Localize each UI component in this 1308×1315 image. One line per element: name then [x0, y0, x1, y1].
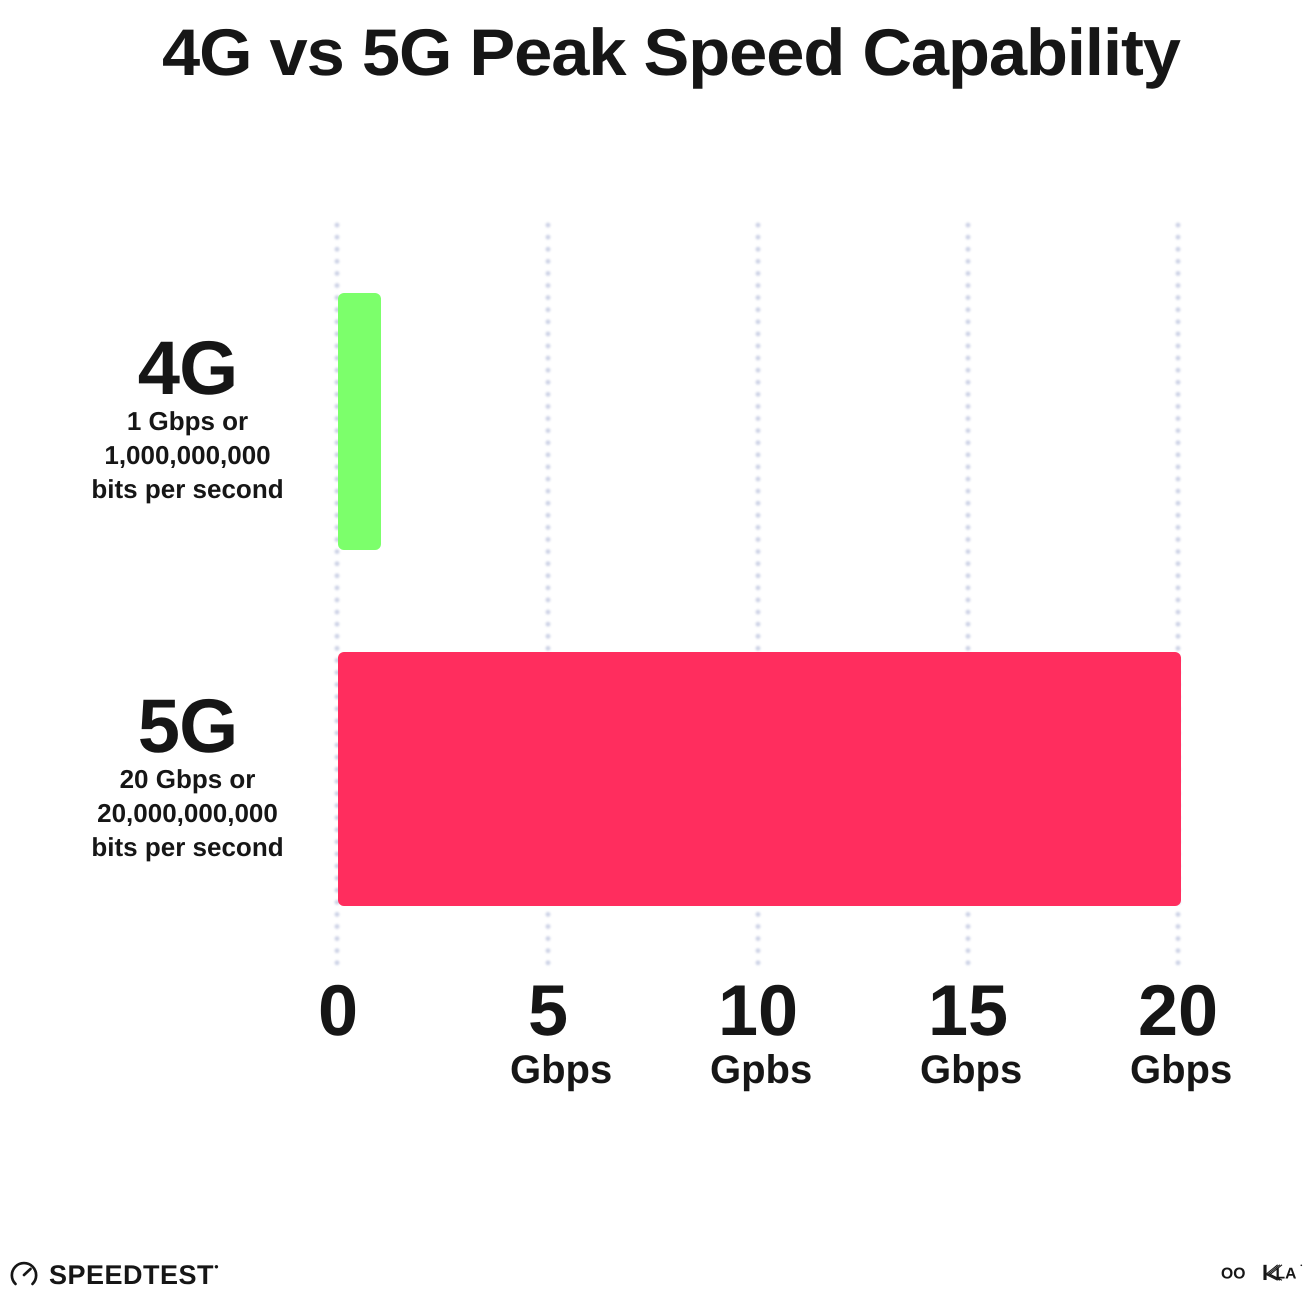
- svg-text:OO: OO: [1221, 1264, 1245, 1282]
- svg-text:LA: LA: [1276, 1264, 1297, 1282]
